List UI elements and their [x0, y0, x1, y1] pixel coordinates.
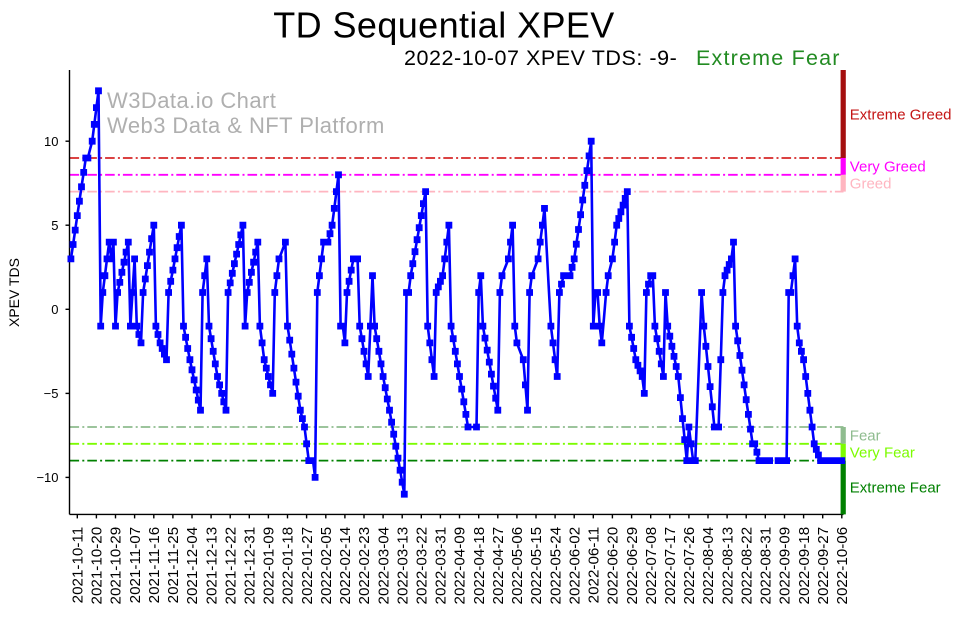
svg-text:2022-01-18: 2022-01-18	[280, 527, 297, 605]
svg-text:2022-02-23: 2022-02-23	[356, 527, 373, 605]
svg-text:2022-04-18: 2022-04-18	[471, 527, 488, 605]
svg-text:10: 10	[44, 134, 58, 149]
svg-text:2022-04-27: 2022-04-27	[490, 527, 507, 605]
svg-text:2022-05-15: 2022-05-15	[528, 527, 545, 605]
svg-text:W3Data.io Chart: W3Data.io Chart	[107, 88, 276, 113]
svg-text:Fear: Fear	[850, 428, 881, 445]
svg-text:2022-04-09: 2022-04-09	[452, 527, 469, 605]
svg-text:2021-11-16: 2021-11-16	[146, 527, 163, 604]
svg-text:2022-06-29: 2022-06-29	[624, 527, 641, 605]
svg-text:2022-05-24: 2022-05-24	[547, 527, 564, 605]
svg-text:2022-08-13: 2022-08-13	[719, 527, 736, 605]
svg-text:2022-03-13: 2022-03-13	[394, 527, 411, 605]
svg-text:Very Fear: Very Fear	[850, 444, 915, 461]
svg-text:2022-02-05: 2022-02-05	[318, 527, 335, 605]
svg-text:−5: −5	[44, 386, 59, 401]
svg-text:2022-08-31: 2022-08-31	[758, 527, 775, 605]
svg-text:2022-08-22: 2022-08-22	[738, 527, 755, 605]
svg-text:2022-07-17: 2022-07-17	[662, 527, 679, 605]
svg-text:5: 5	[51, 218, 58, 233]
svg-text:Extreme Fear: Extreme Fear	[850, 480, 941, 497]
svg-text:2021-10-20: 2021-10-20	[89, 527, 106, 605]
svg-text:2022-03-04: 2022-03-04	[375, 527, 392, 605]
svg-text:2021-12-22: 2021-12-22	[222, 527, 239, 605]
svg-text:Extreme Greed: Extreme Greed	[850, 106, 952, 123]
svg-text:2022-02-14: 2022-02-14	[337, 527, 354, 605]
svg-text:Greed: Greed	[850, 176, 892, 193]
svg-text:2022-09-18: 2022-09-18	[796, 527, 813, 605]
svg-text:Extreme Fear: Extreme Fear	[696, 46, 841, 70]
svg-text:2022-10-06: 2022-10-06	[834, 527, 851, 605]
svg-text:2022-08-04: 2022-08-04	[700, 527, 717, 605]
svg-text:2022-03-22: 2022-03-22	[414, 527, 431, 605]
svg-text:2021-10-11: 2021-10-11	[70, 527, 87, 604]
svg-text:2022-01-27: 2022-01-27	[299, 527, 316, 605]
svg-text:2022-06-11: 2022-06-11	[586, 527, 603, 604]
svg-text:TD Sequential XPEV: TD Sequential XPEV	[273, 5, 614, 46]
svg-text:Very Greed: Very Greed	[850, 159, 926, 176]
svg-text:2022-09-27: 2022-09-27	[815, 527, 832, 605]
svg-text:2022-09-09: 2022-09-09	[777, 527, 794, 605]
svg-text:2021-12-13: 2021-12-13	[203, 527, 220, 605]
svg-text:2022-10-07 XPEV TDS: -9-: 2022-10-07 XPEV TDS: -9-	[404, 46, 677, 70]
svg-text:2022-06-02: 2022-06-02	[566, 527, 583, 605]
svg-text:2021-11-25: 2021-11-25	[165, 527, 182, 604]
svg-text:2022-05-06: 2022-05-06	[509, 527, 526, 605]
svg-text:2022-01-09: 2022-01-09	[261, 527, 278, 605]
svg-text:2022-03-31: 2022-03-31	[433, 527, 450, 605]
svg-text:2021-12-31: 2021-12-31	[242, 527, 259, 605]
svg-text:XPEV TDS: XPEV TDS	[6, 258, 22, 327]
svg-text:Web3 Data & NFT Platform: Web3 Data & NFT Platform	[107, 113, 385, 138]
svg-text:−10: −10	[36, 470, 58, 485]
svg-text:2021-12-04: 2021-12-04	[184, 527, 201, 605]
svg-text:2021-11-07: 2021-11-07	[127, 527, 144, 604]
svg-text:2022-06-20: 2022-06-20	[605, 527, 622, 605]
svg-text:2021-10-29: 2021-10-29	[108, 527, 125, 605]
svg-text:2022-07-08: 2022-07-08	[643, 527, 660, 605]
svg-text:2022-07-26: 2022-07-26	[681, 527, 698, 605]
svg-text:0: 0	[51, 302, 58, 317]
